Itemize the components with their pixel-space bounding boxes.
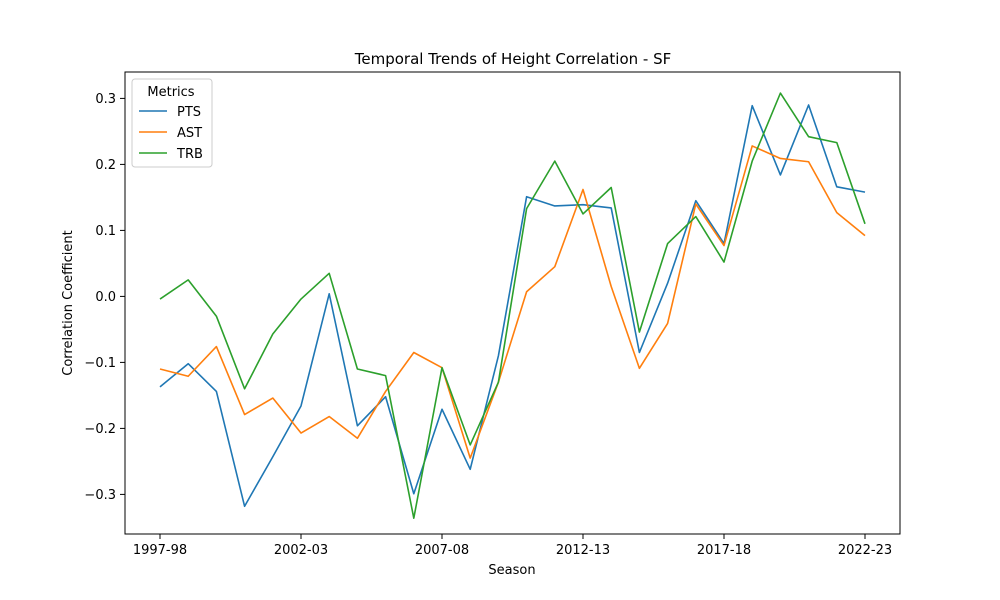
x-tick-label: 2012-13 — [556, 543, 610, 558]
plot-frame — [124, 71, 901, 535]
x-tick-label: 2002-03 — [274, 543, 328, 558]
y-tick-label: 0.0 — [95, 290, 116, 305]
x-axis-label: Season — [488, 563, 535, 578]
series-line-trb — [159, 92, 866, 519]
y-axis-label: Correlation Coefficient — [61, 230, 76, 376]
legend-items: PTS AST TRB — [139, 105, 203, 162]
series-layer — [159, 92, 866, 519]
chart-title: Temporal Trends of Height Correlation - … — [354, 50, 671, 68]
x-tick-label: 2022-23 — [838, 543, 892, 558]
legend-box — [131, 78, 213, 168]
legend: Metrics PTS AST TRB — [131, 78, 213, 168]
legend-label-ast: AST — [177, 126, 202, 141]
legend-label-trb: TRB — [176, 147, 203, 162]
y-tick-label: −0.1 — [84, 356, 116, 371]
y-tick-label: −0.3 — [84, 488, 116, 503]
x-tick-label: 2017-18 — [697, 543, 751, 558]
series-line-pts — [159, 104, 866, 508]
y-tick-label: 0.1 — [95, 224, 116, 239]
y-axis-ticks: −0.3 −0.2 −0.1 0.0 0.1 0.2 0.3 — [84, 92, 125, 503]
legend-title: Metrics — [147, 85, 194, 100]
y-tick-label: 0.2 — [95, 158, 116, 173]
x-tick-label: 2007-08 — [415, 543, 469, 558]
series-line-ast — [159, 145, 866, 459]
y-tick-label: −0.2 — [84, 422, 116, 437]
x-axis-ticks: 1997-98 2002-03 2007-08 2012-13 2017-18 2022-… — [133, 534, 892, 558]
y-tick-label: 0.3 — [95, 92, 116, 107]
x-tick-label: 1997-98 — [133, 543, 187, 558]
legend-label-pts: PTS — [177, 105, 201, 120]
